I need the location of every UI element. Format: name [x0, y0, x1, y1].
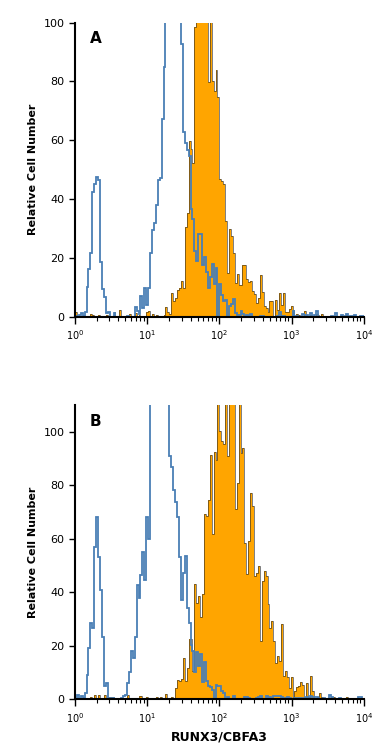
X-axis label: RUNX3/CBFA3: RUNX3/CBFA3 [171, 730, 268, 744]
Text: B: B [89, 414, 101, 429]
Y-axis label: Relative Cell Number: Relative Cell Number [28, 104, 38, 235]
Y-axis label: Relative Cell Number: Relative Cell Number [28, 487, 38, 618]
Text: A: A [89, 32, 101, 47]
